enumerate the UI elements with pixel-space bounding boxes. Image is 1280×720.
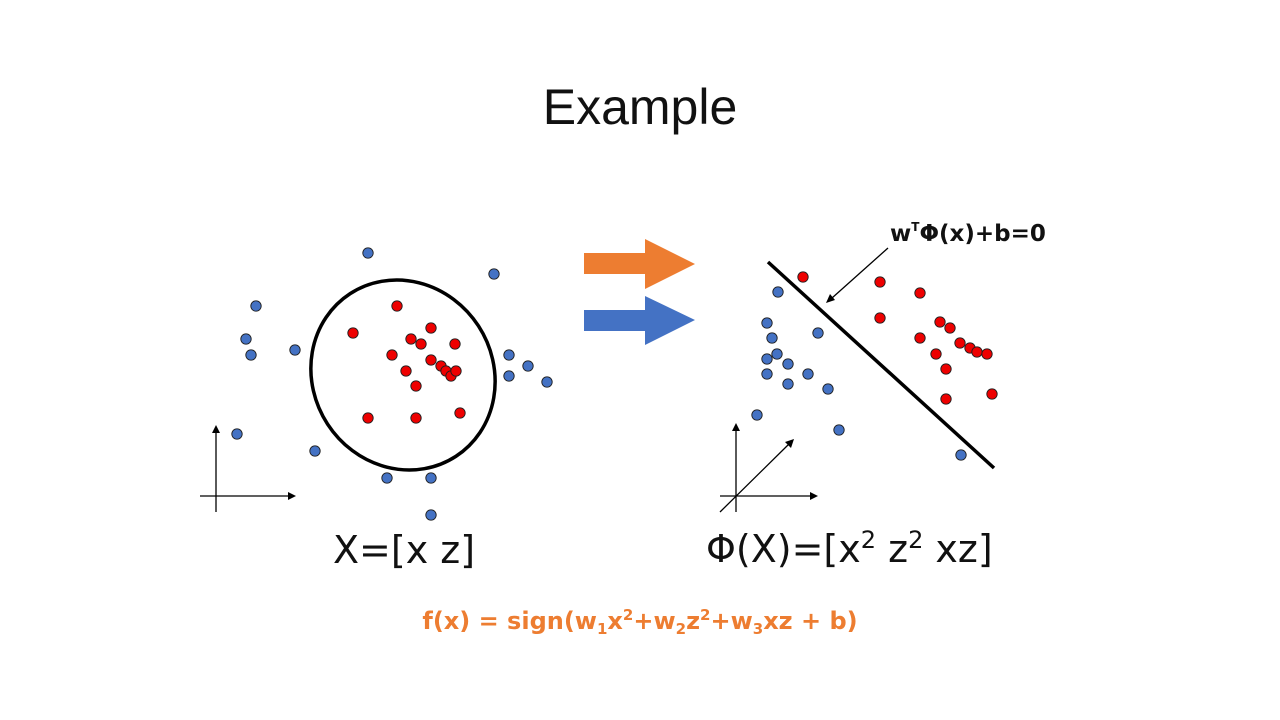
input-space-label: X=[x z] — [333, 528, 476, 572]
annotation-pointer-arrow — [826, 247, 889, 303]
red-data-point — [930, 348, 942, 360]
separating-hyperplane — [766, 260, 996, 470]
blue-data-point — [362, 247, 374, 259]
blue-data-point — [955, 449, 967, 461]
red-data-point — [944, 322, 956, 334]
blue-data-point — [231, 428, 243, 440]
red-data-point — [940, 393, 952, 405]
red-data-point — [450, 365, 462, 377]
red-data-point — [981, 348, 993, 360]
red-data-point — [400, 365, 412, 377]
blue-transform-arrow — [584, 296, 695, 345]
left-points — [231, 247, 553, 521]
red-data-point — [425, 322, 437, 334]
decision-function-formula: f(x) = sign(w1x2+w2z2+w3xz + b) — [422, 606, 858, 638]
slide-title: Example — [542, 79, 738, 135]
blue-data-point — [782, 378, 794, 390]
blue-data-point — [425, 472, 437, 484]
right-axes — [719, 423, 818, 513]
feature-space-label: Φ(X)=[x2 z2 xz] — [706, 526, 993, 571]
ellipse-boundary — [309, 278, 497, 472]
red-data-point — [449, 338, 461, 350]
blue-data-point — [761, 317, 773, 329]
red-data-point — [405, 333, 417, 345]
red-data-point — [347, 327, 359, 339]
red-data-point — [934, 316, 946, 328]
transform-arrows — [584, 239, 695, 345]
blue-data-point — [833, 424, 845, 436]
blue-data-point — [425, 509, 437, 521]
blue-data-point — [488, 268, 500, 280]
red-data-point — [415, 338, 427, 350]
red-data-point — [971, 346, 983, 358]
blue-data-point — [772, 286, 784, 298]
red-data-point — [362, 412, 374, 424]
red-data-point — [874, 312, 886, 324]
red-data-point — [940, 363, 952, 375]
blue-data-point — [802, 368, 814, 380]
blue-data-point — [541, 376, 553, 388]
red-data-point — [454, 407, 466, 419]
blue-data-point — [309, 445, 321, 457]
blue-data-point — [761, 368, 773, 380]
blue-data-point — [812, 327, 824, 339]
blue-data-point — [503, 370, 515, 382]
blue-data-point — [766, 332, 778, 344]
red-data-point — [386, 349, 398, 361]
red-data-point — [986, 388, 998, 400]
left-axes — [200, 425, 296, 512]
hyperplane-equation-label: wTΦ(x)+b=0 — [890, 220, 1046, 247]
blue-data-point — [245, 349, 257, 361]
right-points — [751, 271, 998, 461]
blue-data-point — [522, 360, 534, 372]
red-data-point — [425, 354, 437, 366]
blue-data-point — [503, 349, 515, 361]
blue-data-point — [381, 472, 393, 484]
red-data-point — [914, 332, 926, 344]
blue-data-point — [771, 348, 783, 360]
blue-data-point — [761, 353, 773, 365]
red-data-point — [797, 271, 809, 283]
blue-data-point — [751, 409, 763, 421]
red-data-point — [410, 380, 422, 392]
red-data-point — [914, 287, 926, 299]
blue-data-point — [240, 333, 252, 345]
blue-data-point — [822, 383, 834, 395]
red-data-point — [391, 300, 403, 312]
red-data-point — [874, 276, 886, 288]
red-data-point — [410, 412, 422, 424]
blue-data-point — [782, 358, 794, 370]
orange-transform-arrow — [584, 239, 695, 289]
red-data-point — [954, 337, 966, 349]
blue-data-point — [250, 300, 262, 312]
blue-data-point — [289, 344, 301, 356]
